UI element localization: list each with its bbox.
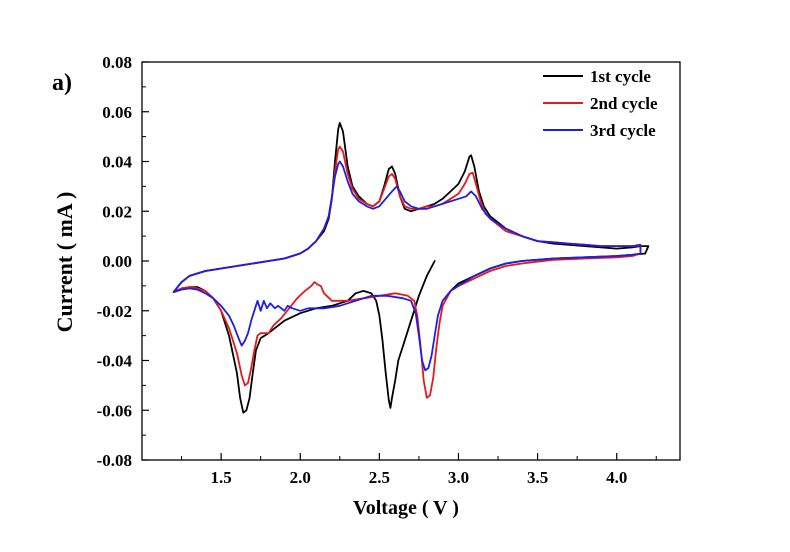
- x-tick-label: 1.5: [210, 468, 231, 487]
- y-tick-label: 0.08: [102, 53, 132, 72]
- y-tick-label: -0.08: [97, 451, 132, 470]
- y-axis-title: Current ( mA ): [52, 192, 77, 333]
- y-tick-label: 0.04: [102, 153, 132, 172]
- legend-label-1: 1st cycle: [590, 67, 651, 86]
- series-line-3: [172, 160, 642, 372]
- y-tick-label: 0.00: [102, 252, 132, 271]
- legend: 1st cycle 2nd cycle 3rd cycle: [543, 67, 658, 140]
- y-tick-label: -0.02: [97, 302, 132, 321]
- x-tick-label: 2.5: [369, 468, 390, 487]
- x-tick-label: 3.0: [448, 468, 469, 487]
- plot-area: 1.5 2.0 2.5 3.0 3.5 4.0 -0.08 -0.06 -0.04 -0.02 0…: [97, 53, 681, 487]
- x-tick-label: 3.5: [527, 468, 548, 487]
- y-axis-ticks: -0.08 -0.06 -0.04 -0.02 0.00 0.02 0.04 0.06 0.08: [97, 53, 149, 470]
- legend-label-2: 2nd cycle: [590, 94, 658, 113]
- y-tick-label: 0.02: [102, 202, 132, 221]
- series-line-2: [172, 145, 642, 399]
- x-tick-label: 4.0: [606, 468, 627, 487]
- panel-label: a): [52, 70, 72, 96]
- x-tick-label: 2.0: [290, 468, 311, 487]
- x-axis-title: Voltage ( V ): [353, 497, 459, 519]
- y-tick-label: -0.04: [97, 352, 133, 371]
- y-tick-label: -0.06: [97, 401, 132, 420]
- series-line-1: [172, 122, 650, 414]
- x-axis-ticks: 1.5 2.0 2.5 3.0 3.5 4.0: [181, 453, 657, 487]
- y-tick-label: 0.06: [102, 103, 132, 122]
- series-layer: [172, 122, 650, 414]
- legend-label-3: 3rd cycle: [590, 121, 656, 140]
